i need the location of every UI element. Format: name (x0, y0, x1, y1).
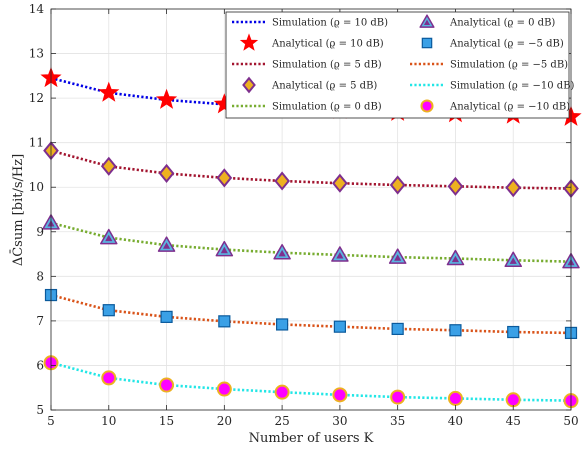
chart-point-s7-p4 (276, 318, 289, 331)
y-tick-label: 14 (29, 2, 45, 16)
legend-label-1: Analytical (ϱ = 10 dB) (271, 39, 384, 50)
chart-point-s1-p2 (155, 88, 178, 109)
y-tick-label: 5 (36, 403, 44, 417)
x-tick-label: 20 (217, 414, 232, 428)
x-tick-label: 10 (101, 414, 116, 428)
chart-point-s9-p3 (216, 381, 232, 397)
y-tick-label: 9 (36, 225, 44, 239)
chart-marker-center (105, 234, 113, 242)
chart-marker-center (278, 249, 286, 257)
x-tick-label: 25 (274, 414, 289, 428)
chart-point-s7-p2 (160, 310, 173, 323)
chart-point-s9-p5 (332, 387, 348, 403)
legend-swatch-3 (242, 76, 256, 94)
x-tick-label: 40 (448, 414, 463, 428)
chart-marker-center (394, 254, 402, 261)
x-tick-label: 45 (506, 414, 521, 428)
chart-point-s9-p1 (101, 370, 117, 386)
chart-point-s7-p5 (333, 320, 346, 333)
chart-marker-center (220, 246, 228, 254)
legend-box (225, 11, 570, 119)
legend: Simulation (ϱ = 10 dB) Analytical (ϱ = 0 … (225, 11, 575, 119)
chart-point-s7-p1 (102, 304, 115, 317)
x-tick-label: 30 (332, 414, 347, 428)
chart-marker-center (509, 257, 517, 264)
y-axis-label: ΔC̄sum [bit/s/Hz] (10, 154, 26, 266)
y-tick-label: 10 (29, 180, 44, 194)
chart-marker-center (336, 252, 344, 259)
chart-point-s9-p6 (390, 389, 406, 405)
legend-swatch-9 (420, 99, 434, 113)
legend-label-6: Simulation (ϱ = −5 dB) (450, 60, 568, 71)
chart-marker-center (423, 19, 431, 26)
chart-point-s3-p2 (158, 163, 175, 183)
chart-point-s3-p1 (100, 156, 117, 176)
chart-point-s9-p4 (274, 384, 290, 400)
chart-point-s9-p8 (505, 392, 521, 408)
legend-label-8: Simulation (ϱ = −10 dB) (450, 81, 575, 92)
x-tick-label: 50 (563, 414, 578, 428)
y-axis-ticks: 5 6 7 8 9 10 11 12 13 14 (29, 2, 571, 417)
chart-point-s3-p7 (447, 176, 464, 196)
chart-point-s7-p3 (218, 315, 231, 328)
legend-label-5: Analytical (ϱ = 0 dB) (449, 18, 555, 29)
chart-point-s3-p6 (389, 175, 406, 195)
series-line-8 (50, 361, 572, 402)
chart-point-s9-p2 (159, 377, 175, 393)
x-tick-label: 35 (390, 414, 405, 428)
chart-point-s7-p6 (391, 322, 404, 336)
legend-label-3: Analytical (ϱ = 5 dB) (271, 81, 377, 92)
chart-point-s3-p3 (216, 168, 233, 188)
legend-label-0: Simulation (ϱ = 10 dB) (272, 18, 388, 29)
chart-point-s7-p7 (449, 324, 462, 337)
legend-label-4: Simulation (ϱ = 0 dB) (272, 102, 382, 113)
y-tick-label: 11 (29, 136, 44, 150)
series-line-6 (50, 293, 572, 335)
chart-point-s3-p4 (274, 171, 290, 191)
x-axis-ticks: 5 10 15 20 25 30 35 40 45 50 (47, 9, 579, 428)
y-tick-label: 8 (36, 269, 44, 283)
legend-label-2: Simulation (ϱ = 5 dB) (272, 60, 382, 71)
chart-point-s1-p1 (98, 81, 120, 102)
x-tick-label: 15 (159, 414, 174, 428)
chart-marker-center (451, 255, 460, 263)
series-line-4 (50, 221, 572, 263)
y-tick-label: 6 (36, 358, 44, 372)
legend-swatch-1 (239, 33, 259, 51)
y-tick-label: 13 (29, 47, 44, 61)
x-axis-label: Number of users K (249, 431, 374, 446)
x-tick-label: 5 (47, 414, 55, 428)
chart-point-s9-p7 (447, 390, 463, 406)
y-tick-label: 12 (29, 91, 44, 105)
series-line-2 (50, 149, 572, 190)
chart-point-s3-p8 (505, 178, 522, 198)
plot-frame (50, 8, 572, 411)
legend-swatch-7 (421, 37, 433, 49)
y-tick-label: 7 (36, 314, 44, 328)
chart-marker-center (162, 242, 171, 249)
chart-point-s3-p5 (332, 173, 348, 193)
chart-point-s7-p8 (507, 325, 520, 339)
legend-label-9: Analytical (ϱ = −10 dB) (449, 102, 570, 113)
legend-label-7: Analytical (ϱ = −5 dB) (449, 39, 564, 50)
